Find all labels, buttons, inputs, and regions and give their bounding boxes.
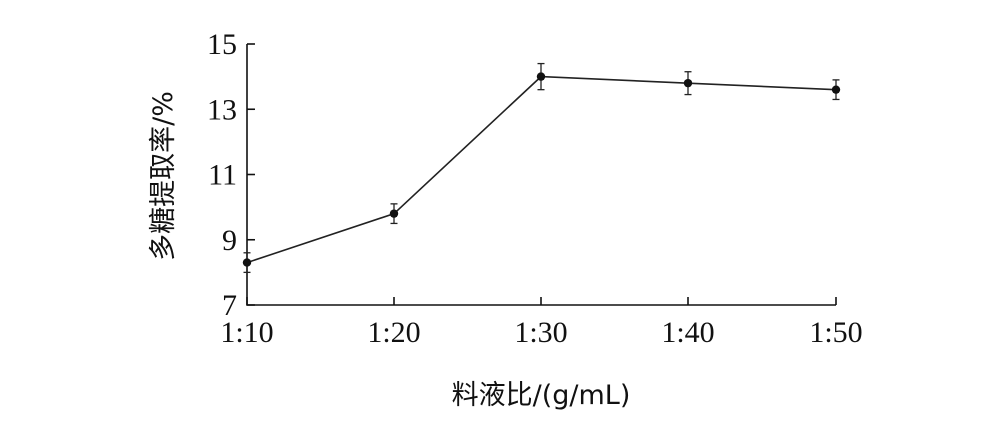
y-tick-label: 15 xyxy=(207,28,237,61)
x-axis-ticks: 1:10 1:20 1:30 1:40 1:50 xyxy=(220,297,863,349)
series-group xyxy=(242,62,841,274)
y-tick-label: 13 xyxy=(207,93,237,126)
series-line xyxy=(246,75,837,264)
x-tick-label: 1:10 xyxy=(220,316,273,349)
x-tick-label: 1:30 xyxy=(514,316,567,349)
y-tick-label: 9 xyxy=(222,224,237,257)
y-tick-label: 7 xyxy=(222,289,237,322)
x-tick-label: 1:40 xyxy=(661,316,714,349)
y-axis-ticks: 7 9 11 13 15 xyxy=(207,28,255,322)
data-point xyxy=(242,258,252,267)
y-tick-label: 11 xyxy=(208,159,237,192)
data-point xyxy=(831,85,841,94)
x-tick-label: 1:20 xyxy=(367,316,420,349)
x-axis-label: 料液比/(g/mL) xyxy=(452,380,631,411)
x-tick-label: 1:50 xyxy=(809,316,862,349)
data-point xyxy=(389,209,399,218)
data-point xyxy=(536,72,546,81)
y-axis-label: 多糖提取率/% xyxy=(148,91,179,261)
data-point xyxy=(683,78,693,88)
